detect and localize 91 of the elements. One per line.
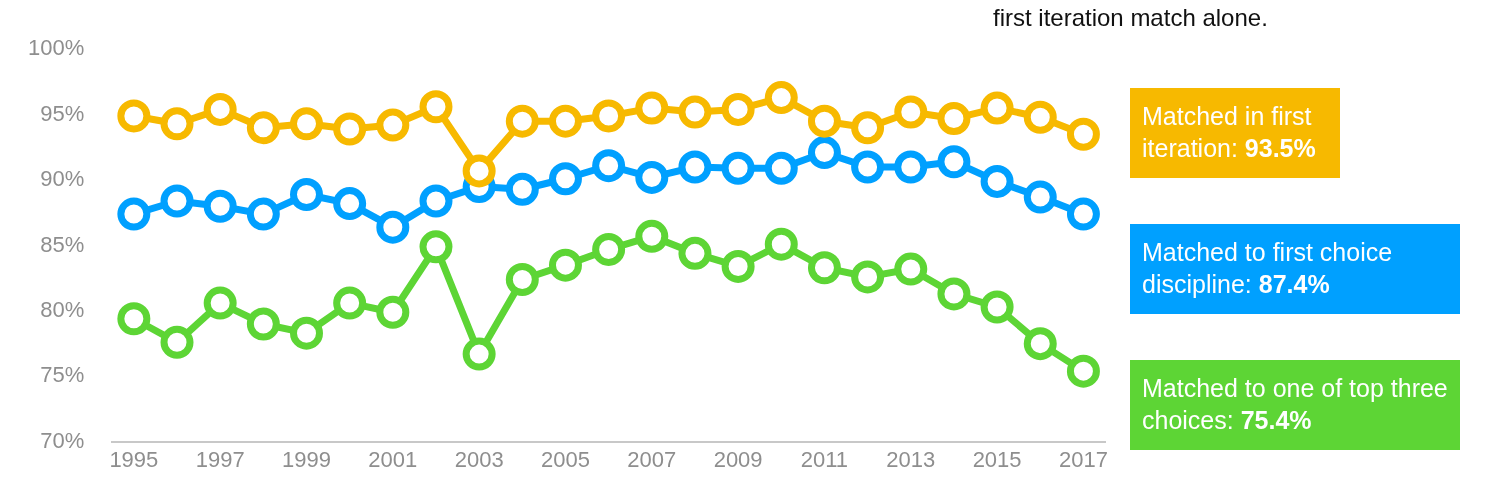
point — [678, 95, 712, 129]
point — [592, 232, 626, 266]
y-tick-label: 70% — [40, 427, 85, 453]
point — [548, 104, 582, 138]
point — [419, 184, 453, 218]
point — [203, 189, 237, 223]
series-label: Matched in first iteration: 93.5% — [1142, 102, 1316, 163]
x-tick-label: 2007 — [627, 447, 677, 473]
point — [419, 230, 453, 264]
point — [505, 104, 539, 138]
y-tick-label: 100% — [27, 35, 85, 61]
series-label: Matched to one of top three choices: 75.4% — [1142, 374, 1448, 435]
point — [980, 164, 1014, 198]
y-tick-label: 90% — [40, 166, 85, 192]
point — [160, 184, 194, 218]
point — [462, 154, 496, 188]
point — [246, 307, 280, 341]
point — [937, 102, 971, 136]
point — [117, 197, 151, 231]
point — [203, 286, 237, 320]
point — [851, 260, 885, 294]
point — [290, 177, 323, 211]
point — [548, 162, 582, 196]
point — [721, 249, 755, 283]
point — [203, 92, 237, 126]
point — [721, 151, 755, 185]
point — [937, 277, 971, 311]
x-tick-label: 2001 — [368, 447, 418, 473]
point — [635, 219, 669, 253]
point — [980, 91, 1014, 125]
x-tick-label: 1999 — [282, 447, 331, 473]
point — [894, 252, 928, 286]
x-tick-label: 2013 — [886, 447, 936, 473]
point — [1023, 100, 1057, 134]
text: first iteration match alone. — [993, 4, 1268, 32]
point — [592, 99, 626, 133]
point — [160, 325, 194, 359]
x-tick-label: 1995 — [109, 447, 159, 473]
point — [160, 107, 194, 141]
point — [851, 150, 885, 184]
x-tick-label: 2017 — [1058, 447, 1108, 473]
point — [1023, 180, 1057, 214]
point — [419, 90, 453, 124]
point — [1066, 354, 1100, 388]
point — [592, 149, 626, 183]
point — [290, 316, 323, 350]
y-tick-label: 85% — [40, 231, 85, 257]
point — [807, 136, 841, 170]
point — [290, 107, 323, 141]
point — [764, 81, 798, 115]
point — [333, 286, 367, 320]
x-tick-label: 2003 — [454, 447, 504, 473]
x-tick-label: 1997 — [195, 447, 245, 473]
point — [635, 160, 669, 194]
point — [246, 197, 280, 231]
point — [505, 263, 539, 297]
point — [117, 99, 151, 133]
point — [807, 251, 841, 285]
point — [894, 150, 928, 184]
point — [894, 95, 928, 129]
x-tick-label: 2005 — [540, 447, 590, 473]
x-tick-label: 2009 — [713, 447, 763, 473]
y-tick-label: 75% — [40, 362, 85, 388]
point — [548, 248, 582, 282]
point — [1066, 197, 1100, 231]
point — [721, 92, 755, 126]
point — [1023, 327, 1057, 361]
text: Matched to first choice discipline: 87.4% — [1142, 238, 1393, 299]
point — [764, 227, 798, 261]
x-tick-label: 2011 — [800, 447, 849, 473]
point — [851, 111, 885, 145]
y-tick-label: 80% — [40, 297, 85, 322]
point — [937, 145, 971, 179]
point — [376, 295, 410, 329]
point — [1066, 117, 1100, 151]
point — [246, 111, 280, 145]
point — [376, 108, 410, 142]
point — [678, 150, 712, 184]
point — [333, 112, 367, 146]
x-tick-label: 2015 — [972, 447, 1022, 473]
point — [635, 91, 669, 125]
point — [376, 210, 410, 244]
point — [117, 302, 151, 336]
point — [505, 172, 539, 206]
point — [462, 337, 496, 371]
point — [333, 187, 367, 221]
point — [678, 236, 712, 270]
point — [807, 104, 841, 138]
point — [980, 290, 1014, 324]
point — [764, 151, 798, 185]
y-tick-label: 95% — [40, 100, 85, 126]
